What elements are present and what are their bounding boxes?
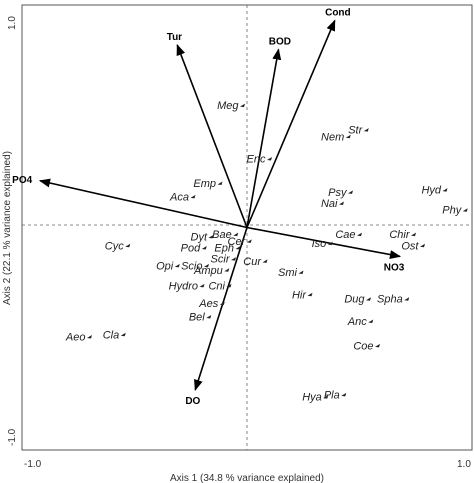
species-label-hya: Hya xyxy=(302,392,322,404)
species-label-emp: Emp xyxy=(193,178,216,190)
y-axis-label: Axis 2 (22.1 % variance explained) xyxy=(2,151,13,305)
vector-label-bod: BOD xyxy=(269,37,291,48)
species-point-smi xyxy=(298,270,304,274)
species-point-dug xyxy=(366,297,371,301)
species-point-cla xyxy=(120,332,126,337)
species-point-iso xyxy=(327,241,333,246)
species-point-nai xyxy=(339,201,344,206)
species-label-scir: Scir xyxy=(211,254,231,266)
species-label-bae: Bae xyxy=(212,229,232,241)
vector-arrow-do xyxy=(194,227,248,391)
species-point-spha xyxy=(404,297,410,301)
species-label-smi: Smi xyxy=(278,267,298,279)
vector-label-po4: PO4 xyxy=(12,175,32,186)
species-label-spha: Spha xyxy=(377,294,403,306)
species-label-str: Str xyxy=(348,125,363,137)
species-point-cni xyxy=(226,283,232,288)
species-label-chir: Chir xyxy=(389,229,411,241)
species-label-cer: Cer xyxy=(228,236,247,248)
species-label-pla: Pla xyxy=(324,389,340,401)
x-tick-label-min: -1.0 xyxy=(24,459,42,470)
species-point-pla xyxy=(341,392,347,397)
environmental-vectors: Cond BOD Tur PO4 NO3 DO xyxy=(12,8,405,407)
species-point-cae xyxy=(357,232,362,237)
species-point-pod xyxy=(201,246,207,250)
species-point-phy xyxy=(462,208,468,212)
species-point-hir xyxy=(307,292,313,297)
species-label-hydro: Hydro xyxy=(169,280,198,292)
species-label-ost: Ost xyxy=(401,240,419,252)
species-point-ost xyxy=(420,243,425,248)
species-label-nem: Nem xyxy=(321,131,344,143)
species-point-cyc xyxy=(125,243,131,248)
species-label-phy: Phy xyxy=(442,205,462,217)
species-label-hir: Hir xyxy=(292,289,307,301)
species-point-hya xyxy=(323,395,329,399)
species-point-scio xyxy=(204,263,209,268)
species-point-ampu xyxy=(224,268,230,272)
species-point-hyd xyxy=(442,188,448,192)
species-label-aes: Aes xyxy=(198,298,218,310)
x-tick-label-max: 1.0 xyxy=(457,459,471,470)
species-point-cer xyxy=(246,239,252,243)
species-label-nai: Nai xyxy=(321,198,338,210)
species-point-aca xyxy=(190,194,196,199)
species-label-cni: Cni xyxy=(208,280,225,292)
species-label-meg: Meg xyxy=(217,100,239,112)
species-label-cae: Cae xyxy=(335,229,355,241)
species-label-anc: Anc xyxy=(347,316,367,328)
species-point-chir xyxy=(411,232,416,237)
vector-label-do: DO xyxy=(185,396,200,407)
vector-arrow-po4 xyxy=(38,178,248,229)
species-label-cur: Cur xyxy=(243,256,262,268)
species-point-emp xyxy=(217,181,223,185)
species-point-enc xyxy=(267,157,272,161)
species-point-eph xyxy=(235,246,241,250)
species-label-ampu: Ampu xyxy=(193,265,223,277)
y-tick-label-min: -1.0 xyxy=(7,428,18,446)
species-label-aca: Aca xyxy=(169,191,189,203)
species-point-scir xyxy=(231,257,236,261)
species-label-aeo: Aeo xyxy=(65,332,86,344)
species-point-aes xyxy=(219,301,225,306)
vector-arrow-no3 xyxy=(246,226,402,259)
species-point-meg xyxy=(240,103,245,108)
vector-label-tur: Tur xyxy=(167,32,182,43)
species-label-hyd: Hyd xyxy=(421,185,441,197)
species-point-dyt xyxy=(208,234,214,239)
species-point-aeo xyxy=(87,335,92,339)
species-label-iso: Iso xyxy=(312,238,327,250)
species-point-nem xyxy=(345,134,351,139)
species-label-bel: Bel xyxy=(189,312,205,324)
species-point-hydro xyxy=(199,283,205,288)
species-label-enc: Enc xyxy=(247,154,266,166)
species-label-eph: Eph xyxy=(214,243,234,255)
species-label-cyc: Cyc xyxy=(105,240,124,252)
species-point-bel xyxy=(206,315,212,319)
vector-label-no3: NO3 xyxy=(384,262,405,273)
species-point-str xyxy=(363,128,369,132)
species-label-psy: Psy xyxy=(328,187,348,199)
vector-label-cond: Cond xyxy=(325,8,351,19)
species-label-coe: Coe xyxy=(353,340,373,352)
y-tick-label-max: 1.0 xyxy=(7,16,18,30)
x-axis-label: Axis 1 (34.8 % variance explained) xyxy=(170,473,324,483)
species-label-dyt: Dyt xyxy=(191,231,208,243)
species-label-pod: Pod xyxy=(181,243,201,255)
species-point-bae xyxy=(233,232,239,237)
species-point-psy xyxy=(348,190,353,194)
vector-arrow-cond xyxy=(246,19,336,228)
species-label-cla: Cla xyxy=(103,329,120,341)
species-point-coe xyxy=(375,343,380,348)
species-label-dug: Dug xyxy=(344,294,365,306)
species-label-opi: Opi xyxy=(156,260,174,272)
species-point-opi xyxy=(174,263,180,268)
species-point-cur xyxy=(262,259,268,263)
species-point-anc xyxy=(368,319,374,323)
species-label-scio: Scio xyxy=(181,260,202,272)
vector-arrow-tur xyxy=(176,44,248,228)
vector-arrow-bod xyxy=(246,48,282,228)
